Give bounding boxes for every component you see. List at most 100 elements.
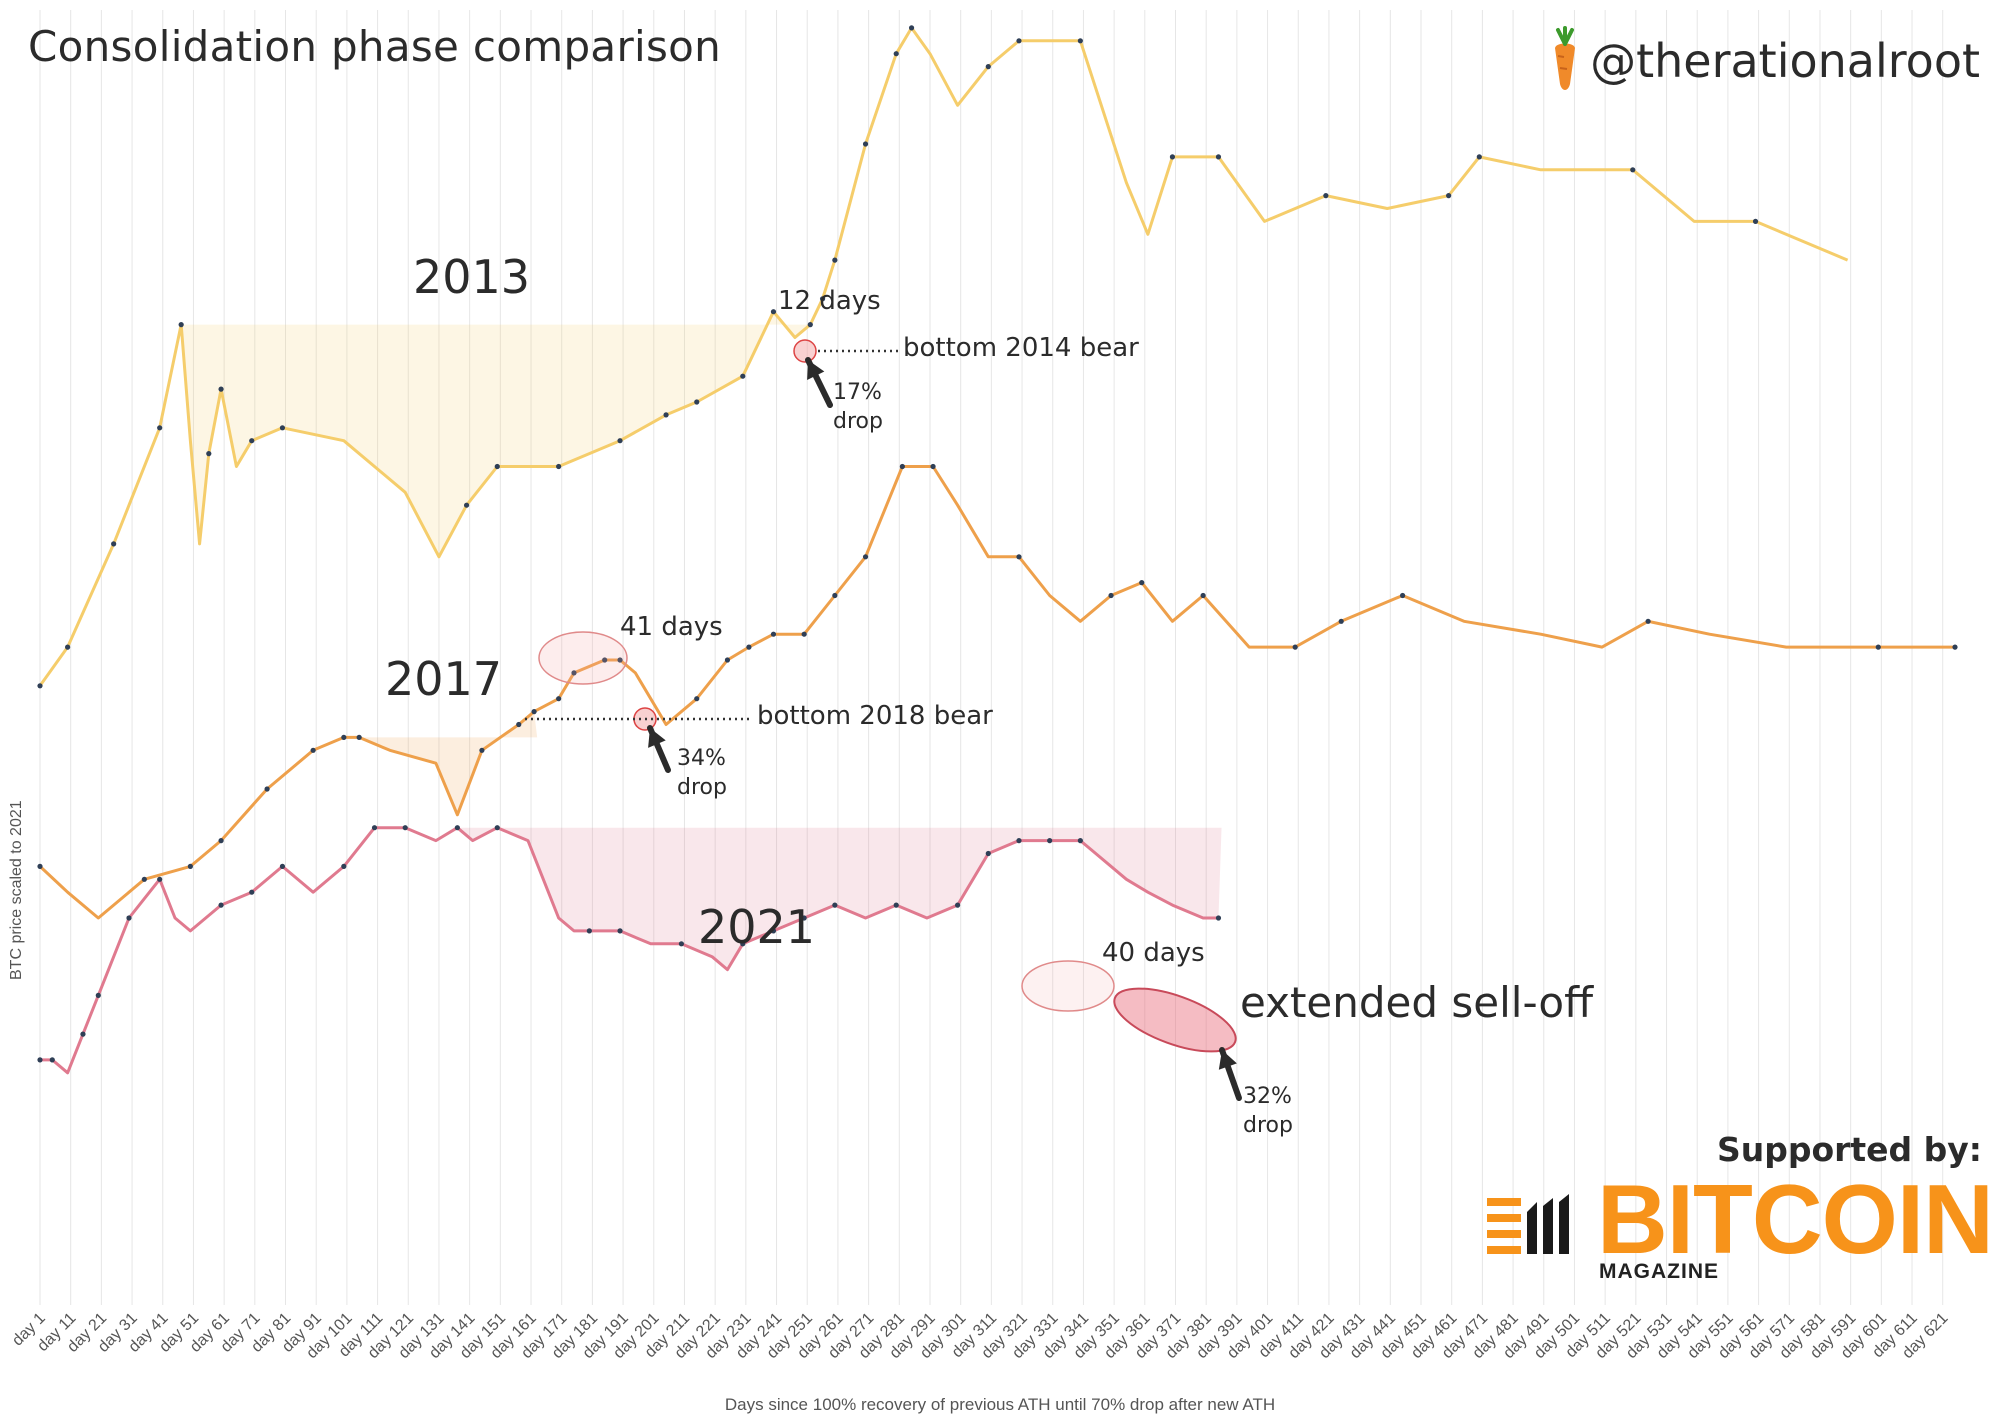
new-high-marker [770, 631, 777, 637]
new-high-marker [1047, 838, 1053, 844]
new-high-marker [1752, 218, 1759, 224]
new-high-marker [249, 889, 255, 895]
new-high-marker [65, 644, 71, 650]
new-high-marker [832, 592, 838, 599]
arrow-2017-head [648, 728, 666, 748]
bitcoin-wordmark: BITCOIN [1597, 1164, 1994, 1274]
new-high-marker [264, 786, 270, 792]
new-high-marker [694, 399, 700, 405]
new-high-marker [1630, 167, 1636, 173]
new-high-marker [1952, 644, 1958, 650]
new-high-marker [310, 747, 316, 753]
new-high-marker [157, 425, 163, 431]
new-high-marker [893, 51, 899, 57]
bottom-2018-label: bottom 2018 bear [757, 701, 993, 731]
peak-2021-ellipse [1021, 960, 1115, 1012]
new-high-marker [126, 915, 132, 921]
new-high-marker [770, 928, 777, 934]
bitcoin-magazine-icon [1487, 1194, 1569, 1254]
drop-2021-word: drop [1243, 1113, 1293, 1138]
drop-2013-pct: 17% [833, 380, 882, 405]
new-high-marker [1215, 915, 1222, 921]
consolidation-band-2013 [181, 311, 817, 557]
new-high-marker [571, 670, 577, 676]
peak-2017-ellipse [538, 631, 628, 685]
new-high-marker [479, 747, 485, 753]
chart-title: Consolidation phase comparison [28, 22, 722, 71]
new-high-marker [218, 902, 224, 908]
new-high-marker [1645, 618, 1651, 624]
new-high-marker [955, 902, 961, 908]
new-high-marker [1077, 838, 1083, 844]
new-high-marker [37, 1057, 43, 1063]
new-high-marker [1476, 154, 1482, 160]
new-high-marker [1139, 580, 1145, 586]
new-high-marker [985, 64, 991, 70]
label-2021: 2021 [698, 900, 816, 954]
new-high-marker [801, 915, 807, 921]
new-high-marker [1016, 554, 1022, 560]
new-high-marker [494, 463, 500, 470]
supported-by-label: Supported by: [1716, 1130, 1982, 1169]
new-high-marker [832, 257, 838, 263]
consolidation-band-2021 [457, 827, 1222, 970]
new-high-marker [494, 825, 500, 831]
drop-2017-pct: 34% [677, 746, 726, 771]
new-high-marker [862, 141, 869, 147]
new-high-marker [1446, 193, 1452, 199]
x-axis-label: Days since 100% recovery of previous ATH… [724, 1395, 1276, 1414]
days-2017-label: 41 days [620, 612, 723, 642]
new-high-marker [1215, 154, 1222, 160]
bitcoin-magazine-logo: BITCOIN MAGAZINE [1485, 1170, 1994, 1285]
handle-text: @therationalroot [1590, 34, 1980, 88]
new-high-marker [746, 644, 752, 650]
bottom-2014-label: bottom 2014 bear [903, 333, 1139, 363]
new-high-marker [1169, 154, 1176, 160]
new-high-marker [341, 734, 347, 741]
new-high-marker [454, 825, 460, 831]
extended-selloff-label: extended sell-off [1240, 978, 1594, 1027]
new-high-marker [218, 838, 224, 844]
new-high-marker [617, 438, 623, 444]
new-high-marker [279, 863, 286, 870]
new-high-marker [1323, 193, 1329, 199]
new-high-marker [516, 721, 522, 728]
new-high-marker [724, 657, 731, 663]
new-high-marker [1338, 618, 1344, 624]
new-high-marker [807, 322, 813, 328]
new-high-marker [1200, 592, 1206, 599]
new-high-marker [157, 876, 163, 882]
new-high-marker [111, 541, 117, 547]
new-high-marker [617, 657, 623, 663]
new-high-marker [141, 876, 147, 882]
new-high-marker [1399, 592, 1406, 599]
new-high-marker [740, 941, 746, 947]
magazine-wordmark: MAGAZINE [1599, 1260, 1719, 1283]
y-axis-label: BTC price scaled to 2021 [8, 800, 25, 980]
days-2013-label: 12 days [778, 286, 881, 316]
new-high-marker [556, 696, 562, 702]
label-2017: 2017 [385, 652, 503, 706]
new-high-marker [1016, 38, 1022, 44]
drop-2017-word: drop [677, 775, 727, 800]
new-high-marker [37, 863, 43, 870]
new-high-marker [770, 309, 777, 315]
new-high-marker [341, 863, 347, 870]
drop-2021-pct: 32% [1243, 1084, 1292, 1109]
new-high-marker [985, 850, 991, 857]
new-high-marker [819, 296, 826, 302]
new-high-marker [531, 709, 537, 715]
new-high-marker [801, 631, 807, 637]
new-high-marker [740, 373, 746, 379]
author-handle: @therationalroot [1548, 26, 1980, 96]
new-high-marker [187, 863, 193, 870]
selloff-ellipse [1113, 987, 1237, 1053]
new-high-marker [586, 928, 592, 934]
new-high-marker [1016, 838, 1022, 844]
new-high-marker [556, 463, 562, 470]
drop-2013-label: 17% drop [833, 378, 883, 436]
new-high-marker [862, 554, 869, 560]
carrot-icon [1555, 26, 1576, 90]
new-high-marker [930, 463, 936, 470]
